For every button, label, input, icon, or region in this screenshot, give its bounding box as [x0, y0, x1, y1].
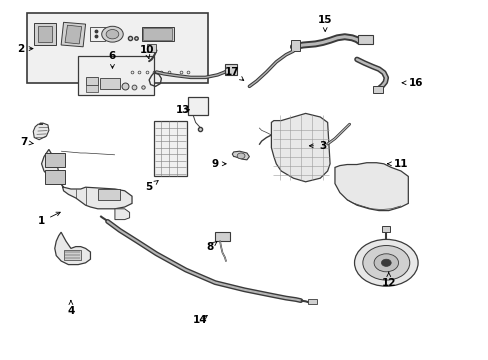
Polygon shape: [38, 26, 52, 42]
Circle shape: [373, 254, 398, 272]
Bar: [224, 64, 237, 75]
Polygon shape: [115, 209, 129, 220]
Text: 15: 15: [317, 15, 332, 31]
Text: 14: 14: [193, 315, 207, 325]
Text: 8: 8: [206, 242, 217, 252]
Bar: [98, 189, 120, 200]
Polygon shape: [34, 23, 56, 45]
Bar: [372, 86, 383, 93]
Text: 12: 12: [381, 272, 395, 288]
Bar: [45, 153, 64, 167]
Polygon shape: [33, 123, 49, 140]
Text: 10: 10: [139, 45, 154, 59]
Text: 2: 2: [17, 44, 33, 54]
Bar: [215, 232, 229, 241]
Polygon shape: [334, 163, 407, 211]
Text: 11: 11: [387, 159, 407, 169]
Polygon shape: [232, 151, 249, 160]
Circle shape: [106, 30, 119, 39]
Text: 1: 1: [38, 212, 60, 226]
Polygon shape: [271, 113, 329, 182]
Bar: [100, 78, 120, 89]
Polygon shape: [61, 22, 85, 47]
Bar: [358, 35, 372, 44]
Bar: [27, 13, 207, 83]
Bar: [188, 97, 207, 115]
Polygon shape: [55, 232, 90, 265]
Text: 9: 9: [211, 159, 225, 169]
Text: 13: 13: [176, 105, 190, 115]
Text: 3: 3: [309, 141, 325, 151]
Circle shape: [237, 153, 244, 159]
Circle shape: [102, 26, 123, 42]
Bar: [307, 299, 316, 304]
Text: 6: 6: [109, 51, 116, 68]
Bar: [45, 170, 64, 184]
Text: 4: 4: [67, 301, 75, 316]
Text: 16: 16: [402, 78, 422, 88]
Bar: [143, 28, 172, 40]
Bar: [147, 44, 156, 52]
Text: 17: 17: [224, 67, 243, 80]
Bar: [291, 40, 300, 51]
Bar: [78, 56, 154, 95]
Bar: [63, 250, 81, 260]
Bar: [382, 226, 389, 232]
Circle shape: [354, 239, 417, 286]
Bar: [142, 27, 173, 41]
Text: 7: 7: [20, 137, 33, 147]
Polygon shape: [41, 149, 132, 209]
Circle shape: [381, 259, 390, 266]
Bar: [85, 85, 98, 92]
Text: 5: 5: [145, 180, 158, 192]
Bar: [85, 77, 98, 85]
Polygon shape: [65, 25, 81, 44]
Bar: [154, 121, 187, 176]
Bar: [90, 27, 105, 41]
Circle shape: [362, 246, 409, 280]
